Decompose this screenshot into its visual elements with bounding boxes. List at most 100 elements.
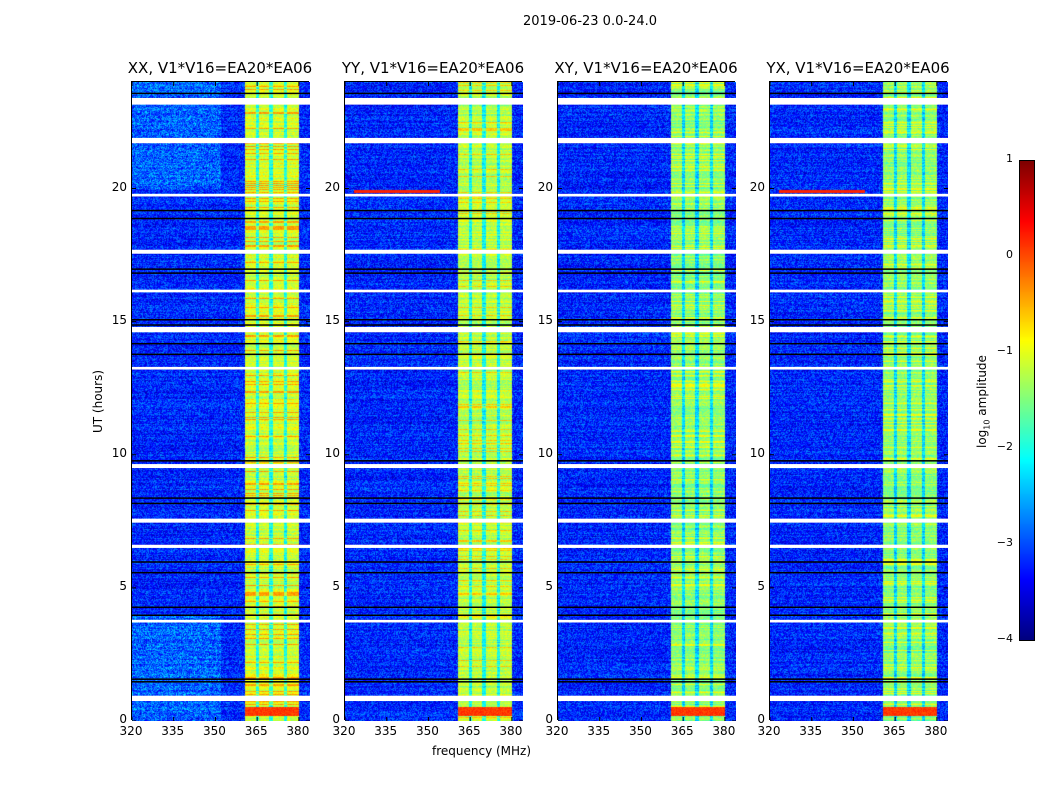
- blank-row: [558, 606, 736, 609]
- blank-row: [770, 353, 948, 356]
- blank-row: [770, 561, 948, 563]
- x-tick-label: 365: [670, 724, 694, 738]
- flagged-row: [345, 366, 523, 370]
- x-axis-label: frequency (MHz): [432, 744, 532, 758]
- flagged-row: [558, 464, 736, 469]
- blank-row: [558, 353, 736, 356]
- x-tick-label: 365: [457, 724, 481, 738]
- x-tick-label: 350: [202, 724, 226, 738]
- blank-row: [770, 209, 948, 212]
- y-tick-label: 0: [332, 712, 340, 726]
- y-tick-label: 0: [757, 712, 765, 726]
- blank-row: [132, 353, 310, 356]
- flagged-row: [770, 249, 948, 254]
- x-tick-label: 350: [628, 724, 652, 738]
- blank-row: [558, 497, 736, 499]
- flagged-row: [770, 544, 948, 548]
- panel-title: YX, V1*V16=EA20*EA06: [766, 59, 950, 77]
- blank-row: [558, 561, 736, 563]
- flagged-row: [132, 249, 310, 254]
- x-tick-label: 350: [840, 724, 864, 738]
- blank-row: [132, 614, 310, 616]
- blank-row: [345, 92, 523, 95]
- flagged-row: [345, 544, 523, 548]
- x-tick-label: 335: [161, 724, 185, 738]
- blank-row: [770, 497, 948, 499]
- blank-row: [345, 614, 523, 616]
- blank-row: [558, 268, 736, 270]
- flagged-row: [345, 97, 523, 105]
- blank-row: [132, 678, 310, 680]
- x-tick-label: 320: [545, 724, 569, 738]
- flagged-row: [770, 464, 948, 469]
- blank-row: [770, 614, 948, 616]
- blank-row: [770, 571, 948, 574]
- blank-row: [132, 209, 310, 212]
- blank-row: [770, 502, 948, 505]
- y-tick-label: 10: [537, 445, 553, 460]
- flagged-row: [345, 326, 523, 333]
- flagged-row: [770, 137, 948, 144]
- flagged-row: [132, 97, 310, 105]
- y-tick-label: 5: [119, 578, 127, 593]
- spectrogram-panel: [769, 81, 948, 721]
- y-tick-label: 20: [324, 179, 340, 194]
- colorbar-tick-label: −4: [996, 632, 1013, 645]
- y-tick-label: 20: [749, 179, 765, 194]
- flagged-row: [558, 137, 736, 144]
- spectrogram-panel: [344, 81, 523, 721]
- blank-row: [770, 681, 948, 683]
- blank-row: [345, 217, 523, 220]
- x-tick-label: 320: [757, 724, 781, 738]
- blank-row: [770, 324, 948, 326]
- x-tick-label: 365: [882, 724, 906, 738]
- blank-row: [770, 318, 948, 321]
- blank-row: [770, 272, 948, 274]
- x-tick-label: 335: [374, 724, 398, 738]
- flagged-row: [770, 695, 948, 702]
- x-tick-label: 380: [499, 724, 523, 738]
- blank-row: [345, 571, 523, 574]
- blank-row: [345, 460, 523, 462]
- blank-row: [132, 606, 310, 609]
- panel-title: XY, V1*V16=EA20*EA06: [554, 59, 738, 77]
- blank-row: [132, 272, 310, 274]
- x-tick-label: 350: [415, 724, 439, 738]
- blank-row: [345, 353, 523, 356]
- x-tick-label: 320: [119, 724, 143, 738]
- flagged-row: [345, 518, 523, 523]
- flagged-row: [558, 366, 736, 370]
- colorbar-gradient: [1020, 161, 1034, 640]
- y-tick-label: 15: [749, 312, 765, 327]
- blank-row: [345, 272, 523, 274]
- blank-row: [345, 209, 523, 212]
- y-tick-label: 10: [111, 445, 127, 460]
- flagged-row: [558, 97, 736, 105]
- flagged-row: [558, 518, 736, 523]
- blank-row: [345, 268, 523, 270]
- x-tick-label: 320: [332, 724, 356, 738]
- flagged-row: [770, 326, 948, 333]
- flagged-row: [558, 619, 736, 623]
- y-tick-label: 10: [324, 445, 340, 460]
- flagged-row: [558, 544, 736, 548]
- blank-row: [558, 92, 736, 95]
- flagged-row: [345, 137, 523, 144]
- blank-row: [770, 460, 948, 462]
- x-tick-label: 335: [799, 724, 823, 738]
- y-tick-label: 5: [332, 578, 340, 593]
- panel-title: YY, V1*V16=EA20*EA06: [341, 59, 525, 77]
- flagged-row: [770, 518, 948, 523]
- blank-row: [132, 681, 310, 683]
- flagged-row: [558, 695, 736, 702]
- blank-row: [558, 614, 736, 616]
- flagged-row: [132, 193, 310, 197]
- blank-row: [345, 502, 523, 505]
- flagged-row: [132, 289, 310, 293]
- colorbar-tick-label: 0: [1006, 248, 1013, 261]
- blank-row: [345, 342, 523, 345]
- y-tick-label: 5: [545, 578, 553, 593]
- flagged-row: [558, 289, 736, 293]
- y-tick-label: 15: [111, 312, 127, 327]
